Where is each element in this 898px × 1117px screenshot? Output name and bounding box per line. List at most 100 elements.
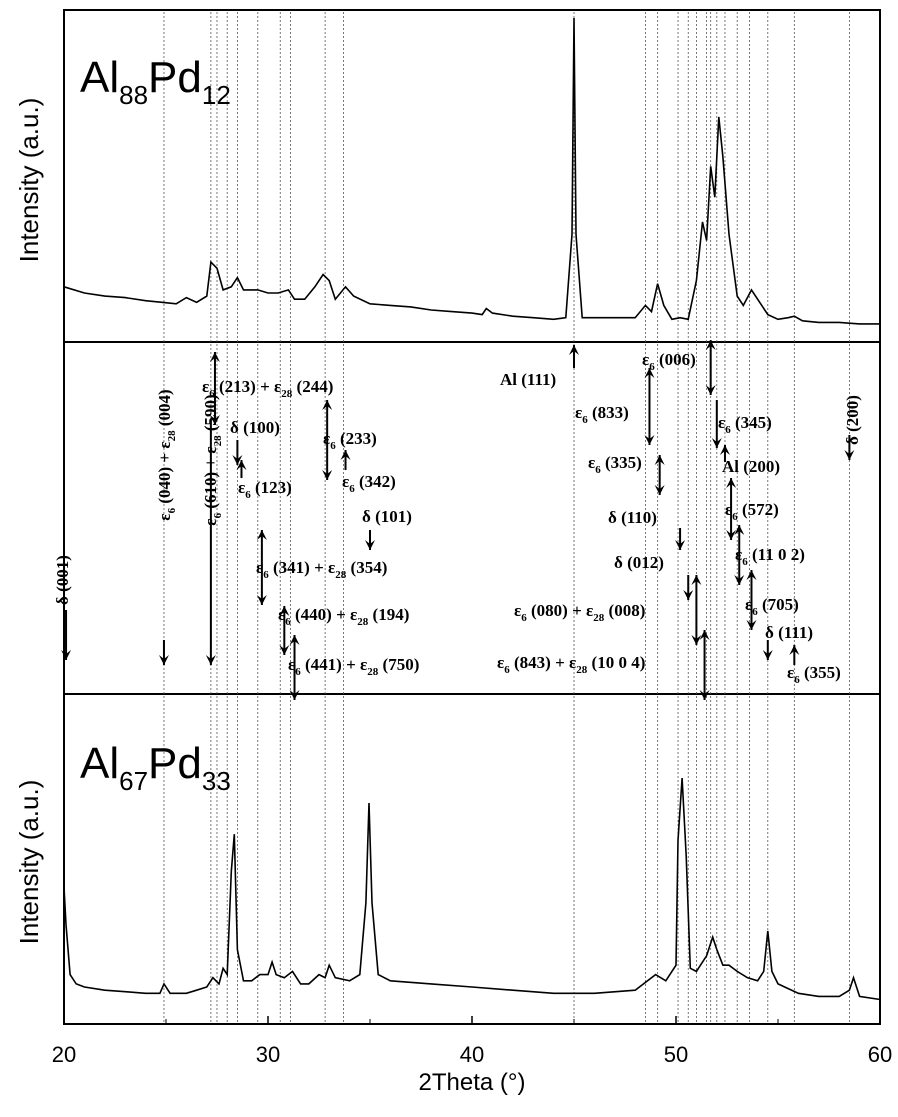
arrow-down-icon bbox=[711, 438, 722, 448]
annotation-label: Al (200) bbox=[722, 457, 780, 476]
arrow-down-icon bbox=[232, 455, 243, 465]
arrow-down-icon bbox=[746, 620, 757, 630]
annotation-label: ε6 (345) bbox=[718, 413, 772, 436]
annotation-label: ε6 (335) bbox=[588, 453, 642, 476]
annotation-label: δ (101) bbox=[362, 507, 412, 526]
arrow-up-icon bbox=[789, 645, 800, 655]
annotation-label: ε6 (610) + ε28 (590) bbox=[201, 394, 224, 525]
annotation-label: ε6 (441) + ε28 (750) bbox=[288, 655, 419, 678]
annotation-22: ε6 (572) bbox=[725, 478, 779, 540]
arrow-down-icon bbox=[699, 690, 710, 700]
arrow-up-icon bbox=[569, 345, 579, 355]
annotation-label: Al (111) bbox=[500, 370, 556, 389]
arrow-down-icon bbox=[726, 530, 737, 540]
annotation-3: ε6 (213) + ε28 (244) bbox=[202, 352, 333, 425]
annotation-label: ε6 (342) bbox=[342, 472, 396, 495]
diffraction-curves bbox=[63, 17, 881, 1001]
arrow-up-icon bbox=[340, 450, 351, 460]
annotation-12: Al (111) bbox=[500, 345, 579, 389]
reference-lines bbox=[163, 12, 850, 1022]
arrow-down-icon bbox=[256, 595, 267, 605]
annotation-20: ε6 (345) bbox=[711, 400, 772, 448]
annotation-label: ε6 (440) + ε28 (194) bbox=[278, 605, 409, 628]
arrow-up-icon bbox=[726, 478, 737, 488]
arrow-down-icon bbox=[762, 650, 773, 660]
annotation-label: ε6 (833) bbox=[575, 403, 629, 426]
annotation-25: δ (111) bbox=[762, 623, 813, 660]
annotation-label: ε6 (006) bbox=[642, 350, 696, 373]
annotation-9: ε6 (233) bbox=[322, 400, 377, 480]
arrow-up-icon bbox=[746, 570, 757, 580]
annotation-label: ε6 (341) + ε28 (354) bbox=[256, 558, 387, 581]
annotation-27: δ (200) bbox=[843, 395, 862, 460]
arrow-up-icon bbox=[322, 400, 333, 410]
annotation-7: ε6 (440) + ε28 (194) bbox=[278, 605, 409, 655]
annotation-label: ε6 (843) + ε28 (10 0 4) bbox=[497, 653, 645, 676]
top-y-axis-label: Intensity (a.u.) bbox=[14, 98, 44, 263]
x-tick-label-30: 30 bbox=[256, 1042, 280, 1067]
arrow-up-icon bbox=[644, 368, 655, 378]
annotation-18: ε6 (080) + ε28 (008) bbox=[514, 575, 702, 645]
annotation-label: ε6 (080) + ε28 (008) bbox=[514, 601, 645, 624]
annotation-label: ε6 (572) bbox=[725, 500, 779, 523]
annotation-17: δ (012) bbox=[614, 553, 694, 600]
annotation-label: δ (001) bbox=[53, 555, 72, 605]
arrow-down-icon bbox=[844, 450, 855, 460]
annotation-16: δ (110) bbox=[608, 508, 686, 550]
arrow-up-icon bbox=[654, 455, 665, 465]
annotation-1: ε6 (040) + ε28 (004) bbox=[155, 389, 178, 665]
x-tick-label-20: 20 bbox=[52, 1042, 76, 1067]
arrow-down-icon bbox=[705, 385, 716, 395]
annotation-label: δ (111) bbox=[765, 623, 813, 642]
arrow-down-icon bbox=[691, 635, 702, 645]
arrow-down-icon bbox=[365, 540, 375, 550]
annotation-19: ε6 (843) + ε28 (10 0 4) bbox=[497, 630, 710, 700]
annotation-label: ε6 (123) bbox=[238, 478, 292, 501]
arrow-down-icon bbox=[158, 655, 169, 665]
arrow-up-icon bbox=[279, 606, 290, 616]
annotation-label: ε6 (11 0 2) bbox=[735, 545, 805, 568]
arrow-down-icon bbox=[322, 470, 333, 480]
annotation-label: ε6 (040) + ε28 (004) bbox=[155, 389, 178, 520]
arrow-up-icon bbox=[691, 575, 702, 585]
arrow-up-icon bbox=[719, 445, 730, 455]
top-panel-curve bbox=[63, 17, 880, 325]
annotation-8: ε6 (441) + ε28 (750) bbox=[288, 635, 419, 700]
annotation-label: δ (200) bbox=[843, 395, 862, 445]
arrow-down-icon bbox=[734, 575, 745, 585]
arrow-up-icon bbox=[256, 530, 267, 540]
annotation-label: ε6 (355) bbox=[787, 663, 841, 686]
annotation-13: ε6 (006) bbox=[642, 340, 716, 395]
annotation-label: ε6 (705) bbox=[745, 595, 799, 618]
arrow-down-icon bbox=[675, 540, 686, 550]
arrow-up-icon bbox=[734, 525, 745, 535]
arrow-down-icon bbox=[61, 650, 72, 660]
annotation-24: ε6 (705) bbox=[745, 570, 799, 630]
annotation-11: δ (101) bbox=[362, 507, 412, 550]
arrow-down-icon bbox=[683, 590, 694, 600]
x-axis-ticks: 20 30 40 50 60 bbox=[52, 1016, 892, 1067]
top-sample-label: Al88Pd12 bbox=[80, 53, 231, 110]
annotation-23: ε6 (11 0 2) bbox=[734, 525, 805, 585]
arrow-up-icon bbox=[705, 340, 716, 350]
bottom-sample-label: Al67Pd33 bbox=[80, 739, 231, 796]
annotation-10: ε6 (342) bbox=[340, 450, 396, 495]
arrow-down-icon bbox=[654, 485, 665, 495]
annotation-4: δ (100) bbox=[230, 418, 280, 465]
annotation-21: Al (200) bbox=[719, 445, 780, 476]
arrow-down-icon bbox=[644, 435, 655, 445]
annotation-0: δ (001) bbox=[53, 555, 72, 660]
annotation-2: ε6 (610) + ε28 (590) bbox=[201, 394, 224, 665]
annotation-label: ε6 (233) bbox=[323, 429, 377, 452]
x-tick-label-50: 50 bbox=[664, 1042, 688, 1067]
annotation-26: ε6 (355) bbox=[787, 645, 841, 686]
bottom-y-axis-label: Intensity (a.u.) bbox=[14, 780, 44, 945]
annotation-label: δ (110) bbox=[608, 508, 657, 527]
peak-annotations: δ (001) ε6 (040) + ε28 (004) ε6 (610) + ε2… bbox=[53, 340, 862, 700]
arrow-up-icon bbox=[289, 635, 300, 645]
arrow-up-icon bbox=[236, 460, 247, 470]
arrow-up-icon bbox=[209, 352, 220, 362]
x-axis-label: 2Theta (°) bbox=[419, 1069, 526, 1096]
annotation-5: ε6 (123) bbox=[236, 460, 292, 501]
